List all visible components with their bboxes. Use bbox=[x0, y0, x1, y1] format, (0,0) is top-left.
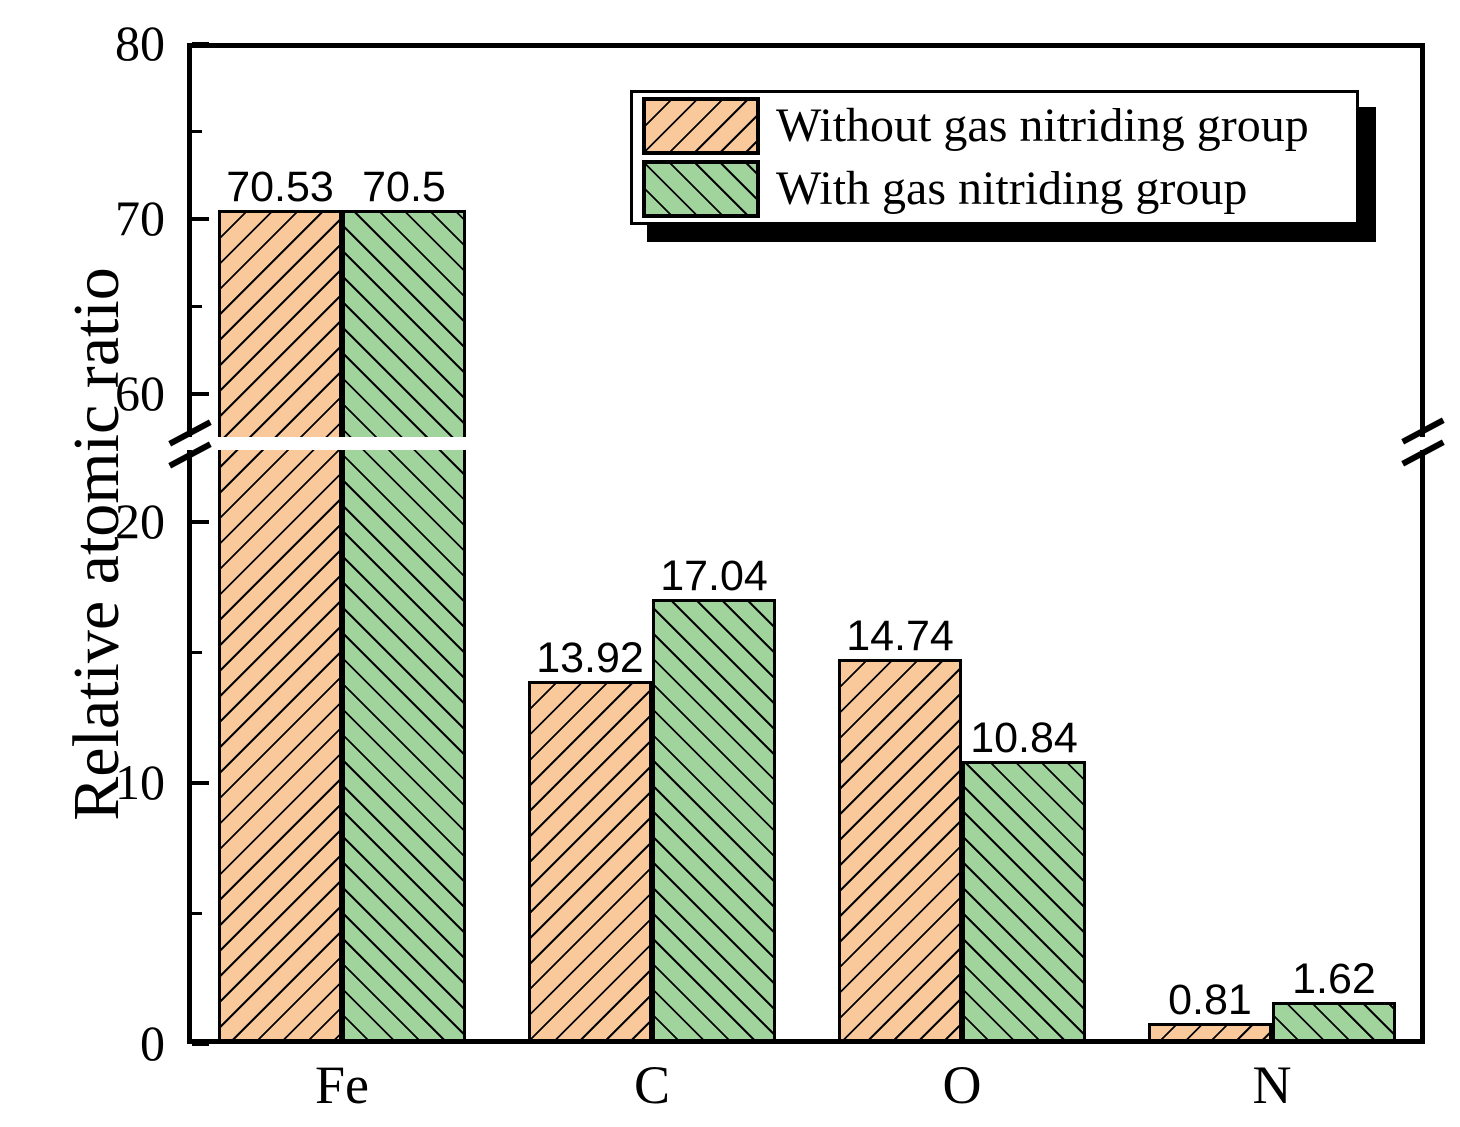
bar-value-label: 13.92 bbox=[536, 633, 644, 682]
bar-value-label: 70.5 bbox=[362, 163, 446, 212]
x-category-label: O bbox=[942, 1055, 982, 1115]
y-axis-minor-tick bbox=[192, 651, 202, 654]
y-axis-minor-tick bbox=[192, 912, 202, 915]
bar-fe-with-nitriding bbox=[342, 210, 466, 1044]
axis-spine-bottom bbox=[187, 1039, 1425, 1044]
y-tick-label: 60 bbox=[115, 365, 165, 421]
y-axis-major-tick bbox=[192, 781, 209, 785]
y-tick-label: 80 bbox=[115, 15, 165, 71]
legend-swatch-without-nitriding-icon bbox=[642, 97, 760, 155]
legend-swatch-with-nitriding-icon bbox=[642, 160, 760, 218]
x-category-label: N bbox=[1252, 1055, 1292, 1115]
y-tick-label: 10 bbox=[115, 754, 165, 810]
y-axis-major-tick bbox=[192, 217, 209, 221]
axis-spine-right bbox=[1420, 43, 1425, 1044]
bar-value-label: 1.62 bbox=[1292, 954, 1376, 1003]
bar-fe-without-nitriding bbox=[218, 209, 342, 1044]
bar-value-label: 17.04 bbox=[660, 552, 768, 601]
x-category-label: Fe bbox=[315, 1055, 369, 1115]
y-axis-major-tick bbox=[192, 520, 209, 524]
legend: Without gas nitriding group With gas nit… bbox=[630, 90, 1359, 225]
y-tick-label: 70 bbox=[115, 190, 165, 246]
y-tick-label: 0 bbox=[140, 1015, 165, 1071]
bar-value-label: 0.81 bbox=[1168, 975, 1252, 1024]
y-tick-label: 20 bbox=[115, 493, 165, 549]
x-category-label: C bbox=[633, 1055, 671, 1115]
bar-value-label: 14.74 bbox=[846, 612, 954, 661]
y-axis-minor-tick bbox=[192, 130, 202, 133]
bar-n-with-nitriding bbox=[1272, 1001, 1396, 1044]
legend-item-with-nitriding: With gas nitriding group bbox=[633, 160, 1356, 218]
bar-c-without-nitriding bbox=[528, 680, 652, 1044]
bar-value-label: 10.84 bbox=[970, 714, 1078, 763]
legend-label: With gas nitriding group bbox=[776, 162, 1248, 215]
y-axis-major-tick bbox=[192, 1042, 209, 1046]
bar-o-with-nitriding bbox=[962, 761, 1086, 1044]
y-axis-minor-tick bbox=[192, 305, 202, 308]
axis-break-band bbox=[177, 437, 1435, 450]
axis-spine-top bbox=[187, 43, 1425, 48]
legend-item-without-nitriding: Without gas nitriding group bbox=[633, 97, 1356, 155]
legend-label: Without gas nitriding group bbox=[776, 99, 1309, 152]
axis-spine-left bbox=[187, 43, 192, 1044]
plot-area: 70.53 70.5 13.92 17.04 14.74 10.84 0.81 1.62 bbox=[167, 42, 1445, 1046]
bar-value-label: 70.53 bbox=[226, 162, 334, 211]
y-axis-major-tick bbox=[192, 392, 209, 396]
bar-o-without-nitriding bbox=[838, 659, 962, 1044]
y-axis-major-tick bbox=[192, 42, 209, 46]
